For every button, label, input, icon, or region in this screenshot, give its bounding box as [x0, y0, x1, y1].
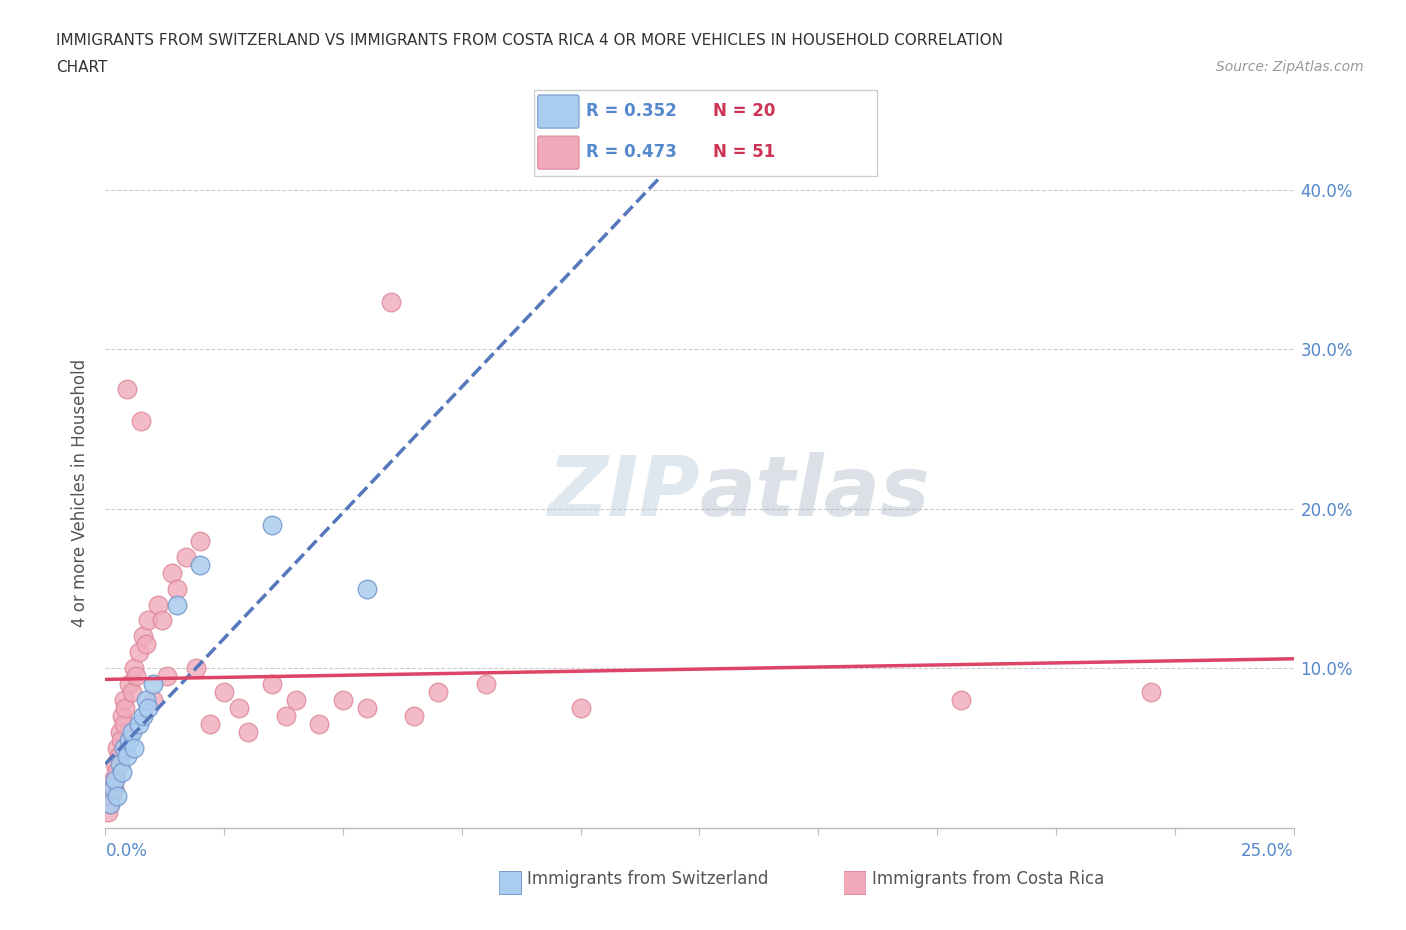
Text: R = 0.473: R = 0.473 [586, 143, 676, 162]
Point [118, 677, 141, 692]
Point [101, 780, 124, 795]
Point [111, 764, 134, 779]
Point [111, 709, 134, 724]
Point [122, 740, 145, 755]
Point [104, 764, 127, 779]
Text: atlas: atlas [700, 452, 931, 534]
Point [190, 557, 212, 572]
Point [274, 709, 297, 724]
Point [190, 533, 212, 548]
Point [474, 677, 496, 692]
Text: ZIP: ZIP [547, 452, 700, 534]
Point [112, 717, 135, 732]
Point [949, 693, 972, 708]
Point [356, 700, 378, 715]
Point [121, 724, 143, 739]
Point [114, 700, 136, 715]
Point [184, 661, 207, 676]
Point [98, 796, 121, 811]
Point [104, 773, 127, 788]
Point [97, 804, 120, 819]
Point [142, 693, 165, 708]
Point [132, 709, 155, 724]
Point [115, 382, 138, 397]
Point [136, 700, 159, 715]
Point [166, 581, 188, 596]
Point [98, 796, 121, 811]
Text: N = 20: N = 20 [713, 102, 776, 120]
Text: IMMIGRANTS FROM SWITZERLAND VS IMMIGRANTS FROM COSTA RICA 4 OR MORE VEHICLES IN : IMMIGRANTS FROM SWITZERLAND VS IMMIGRANT… [56, 33, 1004, 47]
Text: R = 0.352: R = 0.352 [586, 102, 676, 120]
Point [135, 693, 157, 708]
Point [308, 717, 330, 732]
Point [160, 565, 183, 580]
Point [236, 724, 259, 739]
Point [114, 693, 136, 708]
Point [198, 717, 221, 732]
Text: Immigrants from Costa Rica: Immigrants from Costa Rica [872, 870, 1104, 888]
Point [105, 789, 128, 804]
Text: N = 51: N = 51 [713, 143, 776, 162]
Point [101, 773, 124, 788]
Point [103, 780, 125, 795]
Point [122, 661, 145, 676]
Point [135, 637, 157, 652]
Text: 25.0%: 25.0% [1241, 842, 1294, 859]
Point [108, 724, 131, 739]
Point [152, 613, 174, 628]
Point [136, 613, 159, 628]
Point [128, 717, 150, 732]
Point [128, 644, 150, 659]
Point [132, 629, 155, 644]
Point [569, 700, 592, 715]
Point [104, 756, 127, 771]
Y-axis label: 4 or more Vehicles in Household: 4 or more Vehicles in Household [72, 359, 90, 627]
Point [404, 709, 426, 724]
Point [146, 597, 169, 612]
Point [129, 414, 152, 429]
FancyBboxPatch shape [499, 871, 522, 895]
Point [1140, 684, 1163, 699]
Point [356, 581, 378, 596]
FancyBboxPatch shape [844, 871, 866, 895]
Point [118, 733, 141, 748]
Point [142, 677, 165, 692]
Text: CHART: CHART [56, 60, 108, 75]
FancyBboxPatch shape [537, 136, 579, 169]
Point [174, 550, 197, 565]
Point [260, 677, 283, 692]
Point [125, 669, 148, 684]
Point [284, 693, 307, 708]
Point [156, 669, 179, 684]
Point [260, 517, 283, 532]
Text: Immigrants from Switzerland: Immigrants from Switzerland [527, 870, 769, 888]
Point [121, 684, 143, 699]
Point [332, 693, 354, 708]
Point [228, 700, 250, 715]
Point [107, 749, 129, 764]
Point [100, 789, 122, 804]
Point [427, 684, 450, 699]
Point [110, 733, 132, 748]
Point [166, 597, 188, 612]
FancyBboxPatch shape [534, 89, 877, 176]
Point [114, 740, 136, 755]
Point [105, 740, 128, 755]
FancyBboxPatch shape [537, 95, 579, 128]
Point [115, 749, 138, 764]
Point [214, 684, 236, 699]
Point [380, 294, 402, 309]
Point [108, 756, 131, 771]
Text: Source: ZipAtlas.com: Source: ZipAtlas.com [1216, 60, 1364, 74]
Text: 0.0%: 0.0% [105, 842, 148, 859]
